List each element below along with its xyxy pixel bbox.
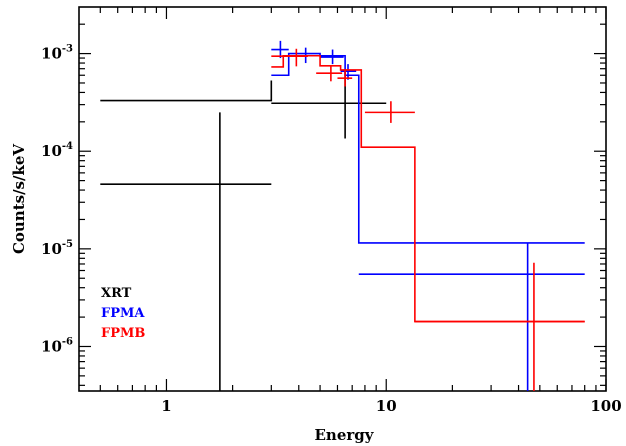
x-tick-label: 1 xyxy=(161,397,171,415)
y-tick-label: 10-6 xyxy=(41,336,73,355)
series-fpmb xyxy=(271,48,585,391)
y-tick-exponent: -5 xyxy=(62,239,73,250)
y-tick-label: 10-5 xyxy=(41,239,73,258)
y-tick-label: 10-3 xyxy=(41,44,73,63)
x-tick-label: 100 xyxy=(590,397,621,415)
y-tick-base: 10 xyxy=(41,142,62,160)
model-step-line xyxy=(100,80,273,102)
x-axis-label: Energy xyxy=(315,426,375,444)
y-tick-labels: 10-610-510-410-3 xyxy=(41,44,73,356)
x-tick-labels: 1 10 100 xyxy=(161,397,621,415)
legend-entry: FPMA xyxy=(101,306,145,321)
model-step-line xyxy=(271,54,585,323)
legend-entry: FPMB xyxy=(101,326,145,341)
y-axis-label: Counts/s/keV xyxy=(10,144,28,254)
legend: XRT FPMA FPMB xyxy=(101,286,145,341)
model-step-line xyxy=(271,52,585,244)
y-tick-base: 10 xyxy=(41,240,62,258)
x-tick-label: 10 xyxy=(376,397,397,415)
plot-frame xyxy=(78,6,607,392)
series-xrt xyxy=(100,71,387,391)
y-tick-base: 10 xyxy=(41,337,62,355)
y-tick-exponent: -6 xyxy=(62,336,73,347)
legend-entry: XRT xyxy=(101,286,132,301)
series-fpma xyxy=(271,40,585,391)
axis-ticks xyxy=(79,7,607,391)
y-tick-label: 10-4 xyxy=(41,141,73,160)
y-tick-base: 10 xyxy=(41,45,62,63)
y-tick-exponent: -4 xyxy=(62,141,73,152)
y-tick-exponent: -3 xyxy=(62,44,73,55)
chart-marks xyxy=(100,40,585,391)
